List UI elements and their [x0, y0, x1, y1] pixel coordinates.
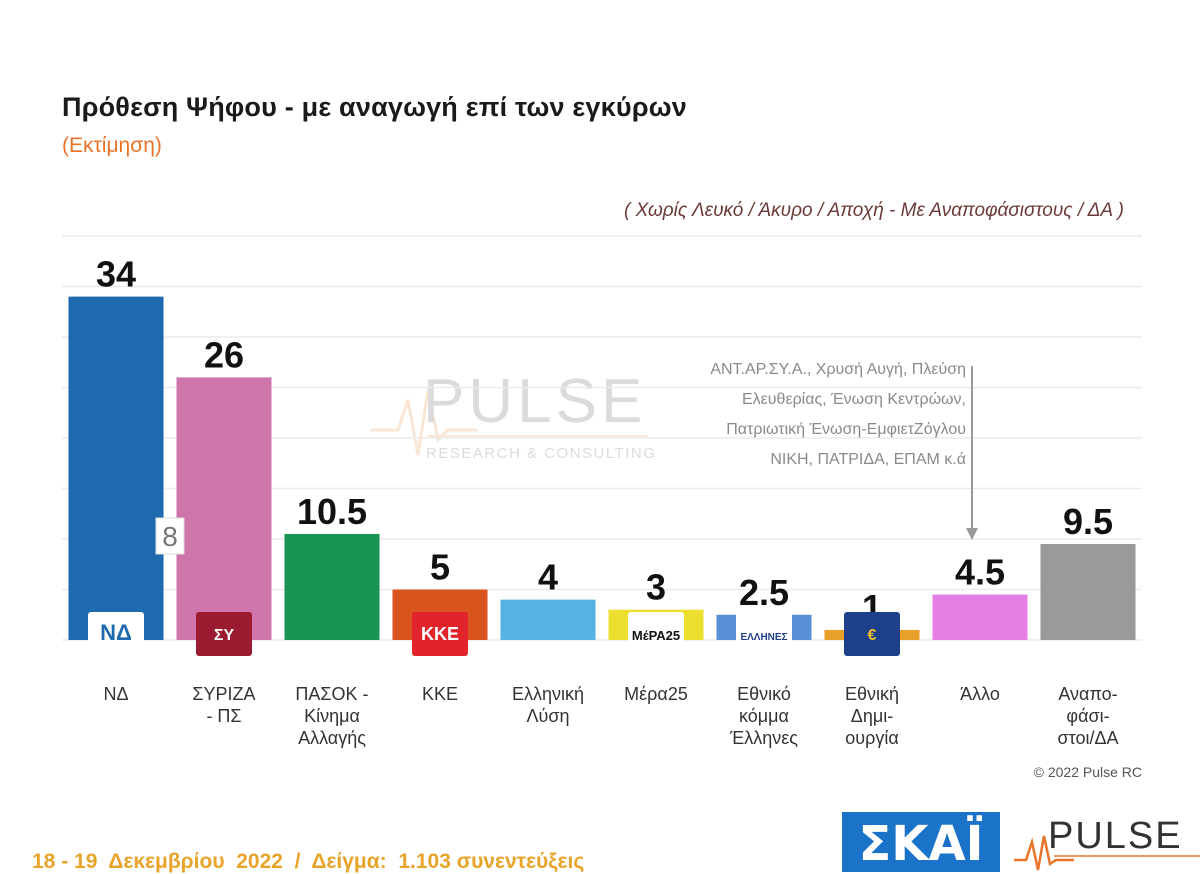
difference-label: 8	[162, 521, 178, 552]
bar	[1040, 544, 1136, 640]
watermark-tagline: RESEARCH & CONSULTING	[426, 445, 656, 462]
party-logo-badge	[844, 612, 900, 656]
category-label: ουργία	[845, 728, 899, 748]
party-logo-badge	[196, 612, 252, 656]
party-logo-badge	[88, 612, 144, 656]
category-label: κόμμα	[739, 706, 789, 726]
category-label: - ΠΣ	[206, 706, 241, 726]
category-label: Λύση	[527, 706, 570, 726]
chart-subtitle: (Εκτίμηση)	[62, 134, 162, 157]
skai-logo-text: ΣΚΑΪ	[859, 815, 984, 872]
pulse-watermark: PULSE RESEARCH & CONSULTING	[370, 367, 656, 462]
category-label: Έλληνες	[729, 728, 798, 748]
category-label: φάσι-	[1066, 706, 1109, 726]
category-label: Ελληνική	[512, 684, 584, 704]
category-label: Κίνημα	[304, 706, 360, 726]
data-label: 10.5	[297, 491, 367, 532]
party-logo-text: ΜέΡΑ25	[632, 628, 680, 643]
category-label: Αλλαγής	[298, 728, 366, 748]
data-label: 9.5	[1063, 501, 1113, 542]
annotation-line: Πατριωτική Ένωση-ΕμφιετΖόγλου	[726, 421, 966, 438]
skai-logo: ΣΚΑΪ	[842, 812, 1000, 872]
bar	[284, 533, 380, 640]
footer-sample-info: 18 - 19 Δεκεμβρίου 2022 / Δείγμα: 1.103 …	[32, 850, 585, 873]
bar	[68, 296, 164, 640]
data-label: 4.5	[955, 552, 1005, 593]
category-label: ΠΑΣΟΚ -	[295, 684, 368, 704]
category-label: ΝΔ	[103, 684, 128, 704]
category-label: ΚΚΕ	[422, 684, 458, 704]
chart-note: ( Χωρίς Λευκό / Άκυρο / Αποχή - Με Αναπο…	[624, 200, 1124, 221]
data-label: 34	[96, 254, 136, 295]
data-label: 3	[646, 567, 666, 608]
category-label: Εθνικό	[737, 684, 791, 704]
category-label: Δημι-	[851, 706, 893, 726]
category-label: Άλλο	[960, 684, 1000, 704]
pulse-logo-text: PULSE	[1048, 815, 1183, 857]
data-label: 26	[204, 334, 244, 375]
category-label: Εθνική	[845, 684, 899, 704]
party-logo-text: €	[868, 627, 877, 644]
bar	[500, 599, 596, 640]
bar	[176, 377, 272, 640]
difference-box	[155, 517, 185, 555]
data-label: 4	[538, 557, 558, 598]
data-label: 2.5	[739, 572, 789, 613]
watermark-brand: PULSE	[423, 367, 646, 436]
category-label: ΣΥΡΙΖΑ	[192, 684, 255, 704]
data-label: 5	[430, 547, 450, 588]
pulse-logo: PULSE	[1014, 815, 1200, 871]
party-logo-text: ΚΚΕ	[421, 624, 459, 644]
party-logo-badge	[628, 612, 684, 656]
category-label: στοι/ΔΑ	[1057, 728, 1118, 748]
annotation-arrow	[966, 528, 978, 540]
party-logo-text: ΣΥ	[214, 627, 235, 644]
party-logo-badge	[412, 612, 468, 656]
category-label: Μέρα25	[624, 684, 688, 704]
chart-title: Πρόθεση Ψήφου - με αναγωγή επί των εγκύρ…	[62, 92, 687, 122]
annotation-line: ΝΙΚΗ, ΠΑΤΡΙΔΑ, ΕΠΑΜ κ.ά	[770, 451, 966, 468]
category-label: Αναπο-	[1058, 684, 1117, 704]
bar	[932, 594, 1028, 640]
party-logo-text: ΝΔ	[100, 620, 132, 645]
annotation-line: Ελευθερίας, Ένωση Κεντρώων,	[742, 391, 966, 408]
annotation-line: ΑΝΤ.ΑΡ.ΣΥ.Α., Χρυσή Αυγή, Πλεύση	[710, 361, 966, 378]
party-logo-badge	[736, 612, 792, 656]
party-logo-text: ΕΛΛΗΝΕΣ	[740, 632, 787, 643]
copyright: © 2022 Pulse RC	[1033, 764, 1142, 780]
